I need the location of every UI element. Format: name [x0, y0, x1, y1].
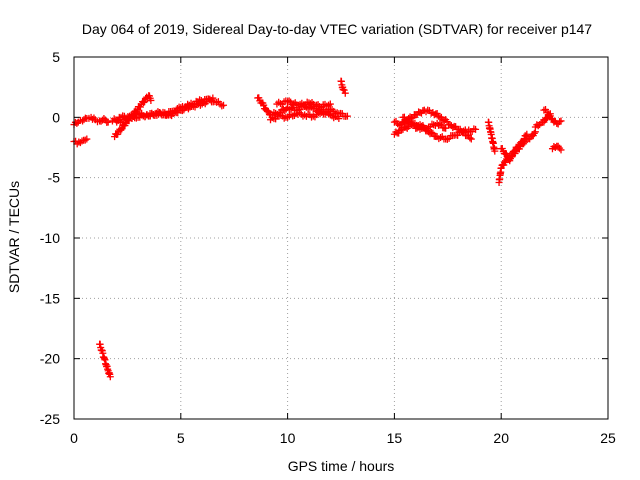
data-point [141, 98, 149, 106]
plot-frame [73, 56, 609, 420]
data-point [140, 98, 148, 106]
data-point [136, 103, 144, 111]
data-point [117, 126, 125, 134]
data-point [547, 114, 555, 122]
data-point [519, 137, 527, 145]
data-point [427, 128, 435, 136]
data-point [260, 101, 268, 109]
data-point [166, 111, 174, 119]
data-point [309, 112, 317, 120]
data-point [390, 118, 398, 126]
data-point [343, 112, 351, 120]
y-axis-label: SDTVAR / TECUs [6, 181, 22, 293]
data-point [546, 110, 554, 118]
data-point [285, 97, 293, 105]
data-point [530, 129, 538, 137]
y-tick-label: -10 [40, 230, 60, 246]
data-points [70, 77, 565, 381]
data-point [73, 119, 81, 127]
chart-title: Day 064 of 2019, Sidereal Day-to-day VTE… [82, 21, 592, 37]
data-point [78, 137, 86, 145]
data-point [341, 89, 349, 97]
data-point [557, 146, 565, 154]
data-point [523, 130, 531, 138]
y-tick-label: -15 [40, 290, 60, 306]
data-point [508, 153, 516, 161]
data-point [83, 135, 91, 143]
data-point [498, 144, 506, 152]
data-point [515, 142, 523, 150]
data-point [128, 112, 136, 120]
data-point [509, 151, 517, 159]
data-point [422, 108, 430, 116]
x-tick-label: 10 [280, 430, 296, 446]
data-point [104, 118, 112, 126]
data-point [400, 113, 408, 121]
data-point [220, 101, 228, 109]
data-point [325, 101, 333, 109]
data-point [436, 120, 444, 128]
axis-ticks: 0 5 10 15 20 25 5 0 -5 -10 -15 -20 -25 [40, 49, 616, 446]
x-tick-label: 25 [600, 430, 616, 446]
y-tick-label: 0 [52, 109, 60, 125]
data-point [466, 134, 474, 142]
data-point [171, 107, 179, 115]
data-point [556, 118, 564, 126]
data-point [178, 107, 186, 115]
grid [74, 57, 608, 419]
data-point [264, 107, 272, 115]
data-point [152, 109, 160, 117]
x-tick-label: 20 [493, 430, 509, 446]
data-point [340, 86, 348, 94]
data-point [394, 120, 402, 128]
data-point [409, 120, 417, 128]
x-axis-label: GPS time / hours [288, 458, 395, 474]
data-point [118, 125, 126, 133]
data-point [326, 100, 334, 108]
data-point [437, 134, 445, 142]
data-point [209, 94, 217, 102]
y-tick-label: -5 [48, 170, 61, 186]
data-point [149, 111, 157, 119]
data-point [100, 115, 108, 123]
data-point [81, 136, 89, 144]
x-tick-label: 15 [387, 430, 403, 446]
data-point [255, 94, 263, 102]
data-point [557, 117, 565, 125]
data-point [442, 124, 450, 132]
data-point [106, 373, 114, 381]
data-point [125, 117, 133, 125]
data-point [147, 96, 155, 104]
data-point [200, 99, 208, 107]
y-tick-label: -20 [40, 351, 60, 367]
data-point [290, 100, 298, 108]
data-point [335, 115, 343, 123]
data-point [472, 125, 480, 133]
y-tick-label: -25 [40, 411, 60, 427]
data-point [510, 147, 518, 155]
data-point [114, 130, 122, 138]
data-point [129, 111, 137, 119]
x-tick-label: 5 [177, 430, 185, 446]
x-tick-label: 0 [70, 430, 78, 446]
data-point [491, 147, 499, 155]
data-point [467, 135, 475, 143]
y-tick-label: 5 [52, 49, 60, 65]
